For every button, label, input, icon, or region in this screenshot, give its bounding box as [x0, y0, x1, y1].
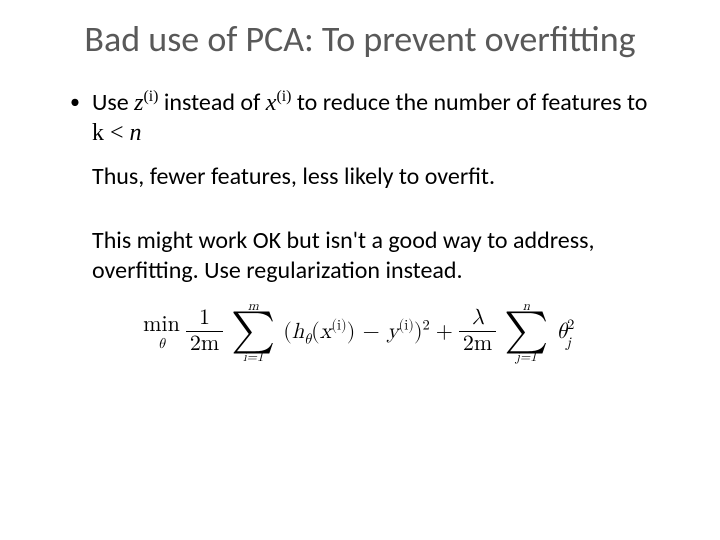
equation-block: min θ 1 2m m ∑ i=1 (hθ(x(i)) − y(i))2 + … — [70, 300, 650, 363]
minus: − — [355, 321, 387, 343]
n: n — [130, 120, 142, 146]
sigma1-bot: i=1 — [243, 351, 264, 364]
sigma-j: n ∑ j=1 — [504, 300, 548, 363]
lpar: ( — [311, 321, 320, 343]
z-sup: (i) — [144, 88, 159, 105]
min-operator: min θ — [143, 314, 180, 350]
h: h — [292, 321, 304, 343]
sq2: 2 — [567, 317, 574, 332]
slide: Bad use of PCA: To prevent overfitting •… — [0, 0, 720, 540]
sigma-icon-2: ∑ — [504, 313, 548, 351]
sq: 2 — [423, 317, 430, 332]
sigma-icon: ∑ — [231, 313, 275, 351]
line-use-regularization: This might work OK but isn't a good way … — [92, 226, 650, 286]
x2: x — [320, 321, 332, 343]
frac-1-over-2m: 1 2m — [186, 307, 223, 356]
bullet-text-1: Use z(i) instead of x(i) to reduce the n… — [92, 88, 650, 148]
x2-sup: (i) — [331, 317, 346, 332]
sigma-i: m ∑ i=1 — [231, 300, 275, 363]
close1: ) — [414, 321, 423, 343]
bullet-item-1: • Use z(i) instead of x(i) to reduce the… — [70, 88, 650, 148]
min-label: min — [143, 314, 180, 336]
t-mid2: to reduce the number of features to — [291, 88, 647, 117]
rpar: ) — [347, 321, 356, 343]
z-base: z — [134, 90, 143, 116]
slide-title: Bad use of PCA: To prevent overfitting — [70, 18, 650, 60]
frac2-den: 2m — [463, 333, 492, 355]
t-mid1: instead of — [158, 88, 265, 117]
y-sup: (i) — [399, 317, 414, 332]
t-pre: Use — [92, 88, 134, 117]
min-sub: θ — [158, 337, 165, 351]
x-sup: (i) — [276, 88, 291, 105]
theta-j-sq: θ2j — [556, 319, 576, 345]
line-fewer-features: Thus, fewer features, less likely to ove… — [92, 162, 650, 192]
bullet-dot-icon: • — [70, 88, 92, 148]
j: j — [566, 335, 570, 350]
x-base: x — [266, 90, 277, 116]
frac1-num: 1 — [186, 307, 223, 332]
plus: + — [436, 319, 453, 345]
frac-lambda-over-2m: λ 2m — [459, 307, 496, 356]
open1: ( — [283, 321, 292, 343]
frac1-den: 2m — [190, 333, 219, 355]
y: y — [387, 321, 399, 343]
regularization-equation: min θ 1 2m m ∑ i=1 (hθ(x(i)) − y(i))2 + … — [143, 300, 577, 363]
lt: < — [104, 120, 130, 146]
frac2-num: λ — [459, 307, 496, 332]
k: k — [92, 120, 104, 146]
loss-term: (hθ(x(i)) − y(i))2 — [283, 319, 430, 345]
sigma2-bot: j=1 — [516, 351, 537, 364]
